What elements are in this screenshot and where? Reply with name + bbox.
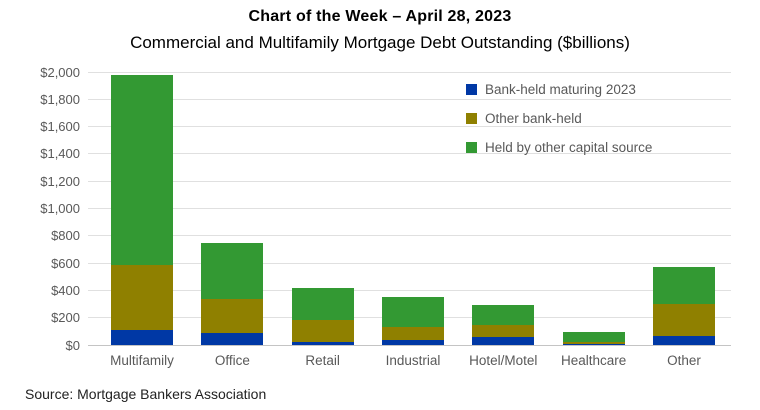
legend-item: Held by other capital source bbox=[466, 139, 652, 155]
legend-label: Held by other capital source bbox=[485, 139, 653, 155]
bar-segment bbox=[111, 329, 173, 345]
x-axis-category-label: Hotel/Motel bbox=[469, 353, 538, 368]
x-axis-category-label: Retail bbox=[305, 353, 340, 368]
bar-segment bbox=[291, 287, 354, 321]
y-axis-tick-label: $1,800 bbox=[40, 91, 80, 107]
bar-segment bbox=[381, 326, 444, 341]
y-axis-tick-label: $600 bbox=[51, 255, 80, 271]
y-axis-tick-label: $0 bbox=[65, 337, 80, 353]
y-axis-tick-label: $1,200 bbox=[40, 173, 80, 189]
x-axis-category-label: Industrial bbox=[385, 353, 441, 368]
bar-segment bbox=[652, 266, 715, 305]
legend-label: Other bank-held bbox=[485, 110, 582, 126]
bar-segment bbox=[562, 344, 625, 345]
x-axis-baseline bbox=[88, 344, 731, 346]
bar-segment bbox=[381, 296, 444, 327]
bar-segment bbox=[472, 337, 535, 345]
legend-item: Bank-held maturing 2023 bbox=[466, 81, 636, 97]
gridline bbox=[88, 71, 731, 73]
legend-label: Bank-held maturing 2023 bbox=[485, 81, 636, 97]
bar-segment bbox=[652, 304, 715, 337]
chart-title: Chart of the Week – April 28, 2023 bbox=[248, 8, 512, 25]
bar-segment bbox=[111, 265, 173, 330]
bar-segment bbox=[291, 320, 354, 342]
legend-swatch-icon bbox=[466, 141, 477, 153]
y-axis-tick-label: $800 bbox=[51, 228, 80, 244]
bar-segment bbox=[201, 332, 264, 345]
gridline bbox=[88, 208, 731, 209]
bar-segment bbox=[201, 243, 264, 300]
y-axis-tick-label: $400 bbox=[51, 282, 80, 298]
x-axis-category-label: Other bbox=[667, 353, 701, 368]
gridline bbox=[88, 153, 731, 155]
y-axis-tick-label: $1,400 bbox=[40, 146, 80, 162]
y-axis-tick-label: $1,600 bbox=[40, 119, 80, 135]
bar-segment bbox=[201, 299, 264, 333]
y-axis-tick-label: $2,000 bbox=[40, 64, 80, 80]
x-axis-category-label: Multifamily bbox=[110, 353, 174, 368]
bar-segment bbox=[562, 332, 625, 343]
x-axis-category-label: Office bbox=[214, 353, 250, 368]
y-axis-tick-label: $1,000 bbox=[40, 201, 80, 216]
legend-swatch-icon bbox=[466, 112, 477, 124]
gridline bbox=[88, 180, 731, 182]
gridline bbox=[88, 262, 731, 264]
bar-segment bbox=[472, 304, 535, 325]
legend-swatch-icon bbox=[466, 83, 477, 95]
source-note: Source: Mortgage Bankers Association bbox=[25, 386, 267, 402]
y-axis-tick-label: $200 bbox=[51, 310, 80, 326]
x-axis-category-label: Healthcare bbox=[561, 353, 627, 368]
gridline bbox=[88, 289, 731, 291]
bar-segment bbox=[652, 336, 715, 345]
bar-segment bbox=[381, 340, 444, 345]
gridline bbox=[88, 126, 731, 128]
bar-segment bbox=[111, 74, 173, 266]
chart-subtitle: Commercial and Multifamily Mortgage Debt… bbox=[130, 33, 630, 52]
bar-segment bbox=[562, 342, 625, 345]
bar-segment bbox=[291, 341, 354, 345]
legend-item: Other bank-held bbox=[466, 110, 582, 126]
gridline bbox=[88, 235, 731, 237]
bar-segment bbox=[472, 324, 535, 338]
gridline bbox=[88, 98, 731, 100]
